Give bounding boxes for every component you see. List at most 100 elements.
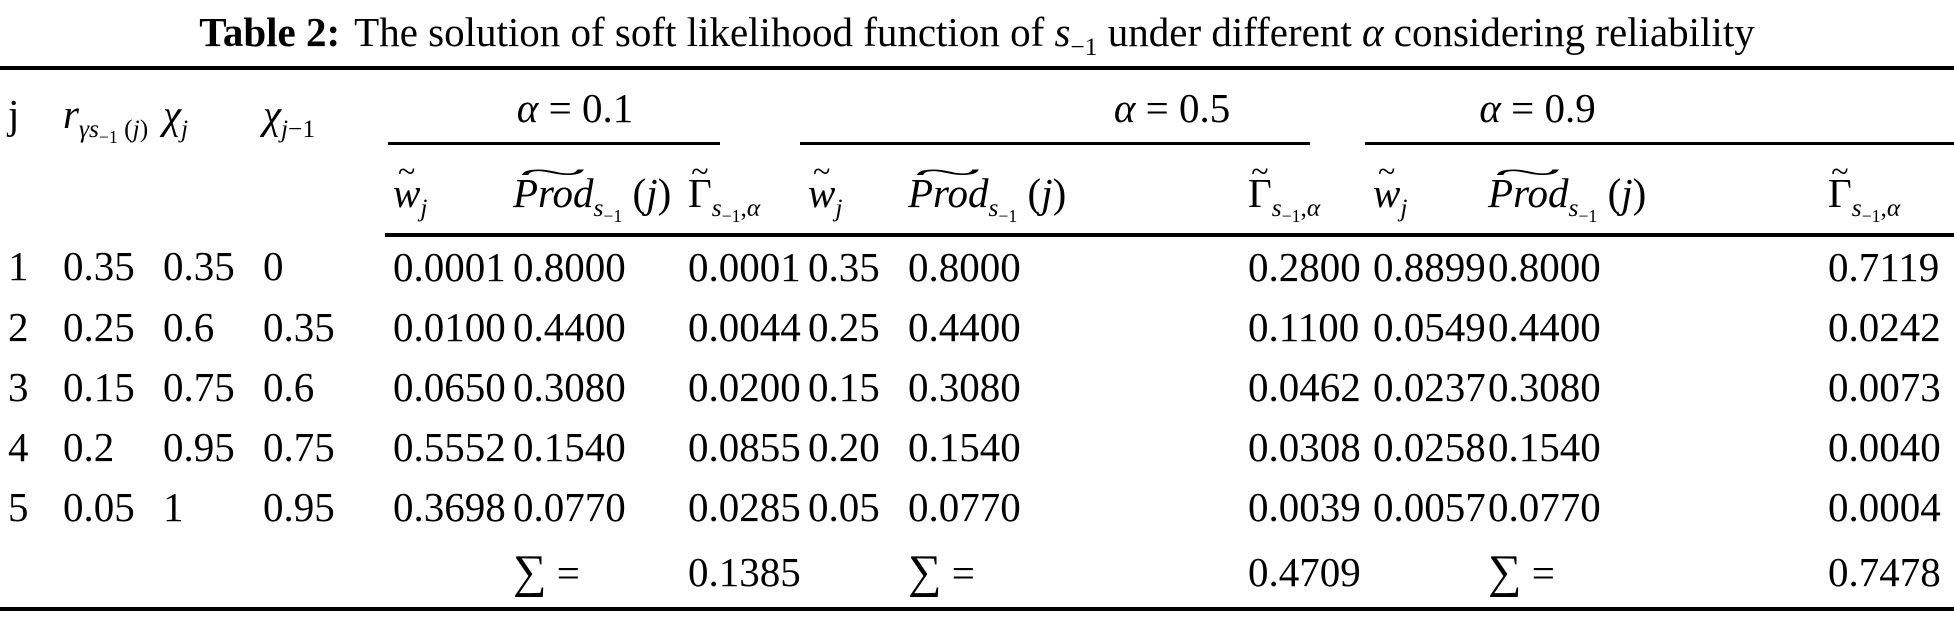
table-cell: 0.0650 [393,364,506,410]
table-cell: 0.20 [808,424,880,470]
table-cell: 0.0855 [688,424,801,470]
table-cell: 0.8899 [1373,244,1486,290]
table-cell: 0.0770 [1488,484,1601,530]
col-header-chi-j: χj [163,91,189,144]
table-header: j rγs−1 (j) χj χj−1 α = 0.1 α = 0.5 α = … [0,68,1954,237]
table-cell: 0.4400 [908,304,1021,350]
group-header-alpha-05-label: α = 0.5 [800,72,1311,145]
table-row: 5 0.05 1 0.95 0.3698 0.0770 0.0285 0.05 … [0,477,1954,537]
group-header-alpha-01-label: α = 0.1 [388,72,720,145]
table-cell: 0.05 [63,484,135,530]
caption-symbol-s: s [1054,9,1071,55]
table-row: 2 0.25 0.6 0.35 0.0100 0.4400 0.0044 0.2… [0,297,1954,357]
table-cell: 0.8000 [513,244,626,290]
table-cell: 3 [8,364,29,410]
table-cell: 0 [263,243,284,289]
table-cell: 0.25 [808,304,880,350]
table-row: 1 0.35 0.35 0 0.0001 0.8000 0.0001 0.35 … [0,235,1954,297]
caption-symbol-s-sub: −1 [1070,33,1098,62]
table-cell: 0.0057 [1373,484,1486,530]
table-cell: 0.0308 [1248,424,1361,470]
col-header-prod-01: ~ Prods−1 (j) [505,145,680,237]
table-cell: 0.0770 [908,484,1021,530]
table-cell: 0.8000 [908,244,1021,290]
table-cell: 0.35 [63,243,135,289]
col-header-prod-05: ~ Prods−1 (j) [900,145,1240,237]
table-caption-text-3: considering reliability [1393,9,1755,55]
table-cell: 1 [8,243,29,289]
table-caption-text-2: under different [1107,9,1352,55]
table-cell: 0.0462 [1248,364,1361,410]
table-cell: 0.0242 [1828,304,1941,350]
table-cell: 0.3080 [1488,364,1601,410]
col-header-w-01: ~ wj [385,145,505,237]
caption-symbol-alpha: α [1362,9,1384,55]
table-body: 1 0.35 0.35 0 0.0001 0.8000 0.0001 0.35 … [0,235,1954,609]
table-cell: 0.8000 [1488,244,1601,290]
group-header-alpha-09: α = 0.9 [1365,68,1954,145]
col-header-w-09: ~ wj [1365,145,1481,237]
table-cell [0,537,55,609]
table-cell: 0.05 [808,484,880,530]
col-header-gamma-05: ~ Γs−1,α [1240,145,1366,237]
col-header-w-05: ~ wj [800,145,900,237]
group-header-alpha-09-label: α = 0.9 [1365,72,1954,145]
table-cell: 0.5552 [393,424,506,470]
col-header-j: j [8,91,20,137]
sum-label-05: ∑ = [908,546,975,598]
table-cell: 0.75 [263,424,335,470]
table-cell: 0.95 [263,484,335,530]
table-cell: 0.3080 [513,364,626,410]
table-cell: 0.15 [63,364,135,410]
table-cell: 0.6 [163,304,215,350]
table-cell [55,537,155,609]
table-cell: 2 [8,304,29,350]
table-cell: 0.15 [808,364,880,410]
col-header-prod-09: ~ Prods−1 (j) [1480,145,1821,237]
sum-value-05: 0.4709 [1248,549,1361,595]
table-cell: 0.0001 [688,244,801,290]
table-cell: 0.1540 [908,424,1021,470]
col-header-gamma-09: ~ Γs−1,α [1820,145,1954,237]
sum-value-09: 0.7478 [1828,549,1941,595]
table-cell: 0.0100 [393,304,506,350]
table-cell: 0.0001 [393,244,506,290]
table-cell: 0.25 [63,304,135,350]
sum-label-01: ∑ = [513,546,580,598]
table-cell: 0.0200 [688,364,801,410]
table-cell: 4 [8,424,29,470]
table-row: 3 0.15 0.75 0.6 0.0650 0.3080 0.0200 0.1… [0,357,1954,417]
table-cell: 0.0044 [688,304,801,350]
table-cell: 0.7119 [1828,244,1940,290]
sum-row: ∑ = 0.1385 ∑ = 0.4709 ∑ = 0.7478 [0,537,1954,609]
table-cell [800,537,900,609]
table-cell: 0.35 [263,304,335,350]
col-header-r: rγs−1 (j) [63,91,149,148]
header-row-groups: j rγs−1 (j) χj χj−1 α = 0.1 α = 0.5 α = … [0,68,1954,146]
sum-value-01: 0.1385 [688,549,801,595]
results-table: j rγs−1 (j) χj χj−1 α = 0.1 α = 0.5 α = … [0,66,1954,611]
table-cell: 0.35 [808,244,880,290]
table-cell: 0.0549 [1373,304,1486,350]
sum-label-09: ∑ = [1488,546,1555,598]
table-cell: 0.4400 [1488,304,1601,350]
table-cell: 0.2800 [1248,244,1361,290]
table-cell: 0.0004 [1828,484,1941,530]
table-cell: 0.95 [163,424,235,470]
table-cell: 0.0770 [513,484,626,530]
header-row-subcolumns: ~ wj ~ Prods−1 (j) ~ Γs−1,α ~ wj ~ Prods−1 (j… [0,145,1954,237]
table-cell [255,537,385,609]
table-cell: 0.4400 [513,304,626,350]
table-cell: 0.0258 [1373,424,1486,470]
group-header-alpha-05: α = 0.5 [800,68,1365,145]
table-cell: 0.3698 [393,484,506,530]
table-row: 4 0.2 0.95 0.75 0.5552 0.1540 0.0855 0.2… [0,417,1954,477]
col-header-gamma-01: ~ Γs−1,α [680,145,800,237]
group-header-alpha-01: α = 0.1 [385,68,800,145]
table-cell: 0.0285 [688,484,801,530]
table-cell: 0.2 [63,424,115,470]
table-cell: 0.0040 [1828,424,1941,470]
table-cell [385,537,505,609]
table-cell: 0.6 [263,364,315,410]
